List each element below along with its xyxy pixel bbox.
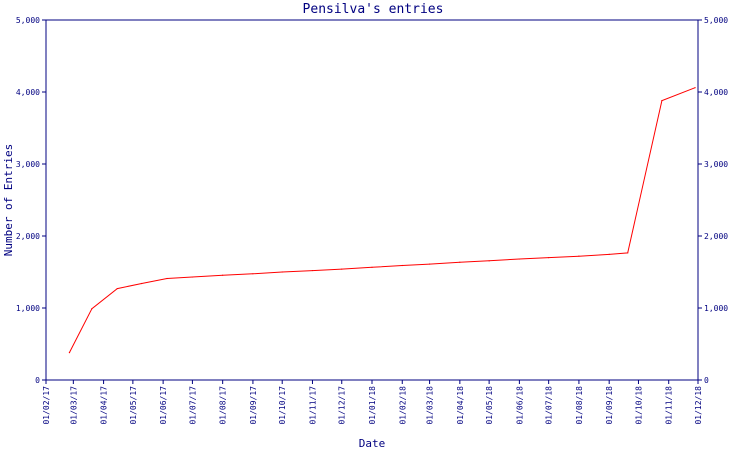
x-tick-label: 01/07/18 [545, 386, 554, 425]
y-tick-label: 0 [35, 376, 40, 385]
x-axis: 01/02/17 01/03/17 01/04/17 01/05/17 01/06/17… [42, 380, 703, 425]
x-tick-label: 01/11/18 [665, 386, 674, 425]
data-point [91, 308, 93, 310]
x-tick-label: 01/07/17 [188, 386, 197, 425]
x-tick-label: 01/09/17 [249, 386, 258, 425]
y-tick-label-right: 5,000 [704, 16, 728, 25]
y-tick-label-right: 0 [704, 376, 709, 385]
x-tick-label: 01/06/18 [515, 386, 524, 425]
y-tick-label: 2,000 [16, 232, 40, 241]
data-point [341, 268, 343, 270]
data-point [548, 257, 550, 259]
y-tick-label-right: 4,000 [704, 88, 728, 97]
data-point [627, 252, 629, 254]
x-tick-label: 01/03/18 [426, 386, 435, 425]
y-axis-left: 0 1,000 2,000 3,000 4,000 5,000 [16, 16, 46, 385]
data-point [661, 100, 663, 102]
data-point [459, 261, 461, 263]
y-tick-label-right: 2,000 [704, 232, 728, 241]
plot-frame [45, 19, 699, 381]
data-point [428, 263, 431, 265]
y-axis-right: 0 1,000 2,000 3,000 4,000 5,000 [698, 16, 728, 385]
x-tick-label: 01/12/18 [694, 386, 703, 425]
series-layer [68, 87, 696, 354]
y-tick-label-right: 3,000 [704, 160, 728, 169]
x-tick-label: 01/02/17 [42, 386, 51, 425]
data-point [694, 87, 696, 89]
x-tick-label: 01/12/17 [338, 386, 347, 425]
y-tick-label-right: 1,000 [704, 304, 728, 313]
x-tick-label: 01/05/18 [485, 386, 494, 425]
x-tick-label: 01/08/17 [219, 386, 228, 425]
data-point [222, 274, 224, 276]
data-point [311, 269, 314, 272]
x-tick-label: 01/05/17 [129, 386, 138, 425]
data-point [166, 277, 168, 280]
x-tick-label: 01/09/18 [605, 386, 614, 425]
x-tick-label: 01/02/18 [398, 386, 407, 425]
x-tick-label: 01/04/17 [100, 386, 109, 425]
chart-title: Pensilva's entries [303, 2, 444, 17]
data-point [68, 352, 71, 354]
y-tick-label: 4,000 [16, 88, 40, 97]
y-tick-label: 5,000 [16, 16, 40, 25]
x-axis-label: Date [359, 437, 386, 450]
x-tick-label: 01/08/18 [575, 386, 584, 425]
data-point [578, 255, 580, 257]
x-tick-label: 01/03/17 [69, 386, 78, 425]
y-axis-label: Number of Entries [2, 144, 15, 257]
data-point [488, 260, 490, 262]
series-line [68, 87, 696, 353]
data-point [281, 271, 283, 273]
data-point [518, 258, 520, 260]
x-tick-label: 01/11/17 [308, 386, 317, 425]
data-point [401, 264, 403, 267]
x-tick-label: 01/06/17 [159, 386, 168, 425]
data-point [116, 287, 118, 290]
data-point [191, 276, 194, 278]
x-tick-label: 01/01/18 [368, 386, 377, 425]
data-point [141, 282, 143, 285]
x-tick-label: 01/04/18 [456, 386, 465, 425]
x-tick-label: 01/10/17 [278, 386, 287, 425]
data-point [608, 253, 610, 255]
data-point [371, 266, 373, 268]
y-tick-label: 1,000 [16, 304, 40, 313]
y-tick-label: 3,000 [16, 160, 40, 169]
x-tick-label: 01/10/18 [634, 386, 643, 425]
data-point [252, 273, 254, 275]
